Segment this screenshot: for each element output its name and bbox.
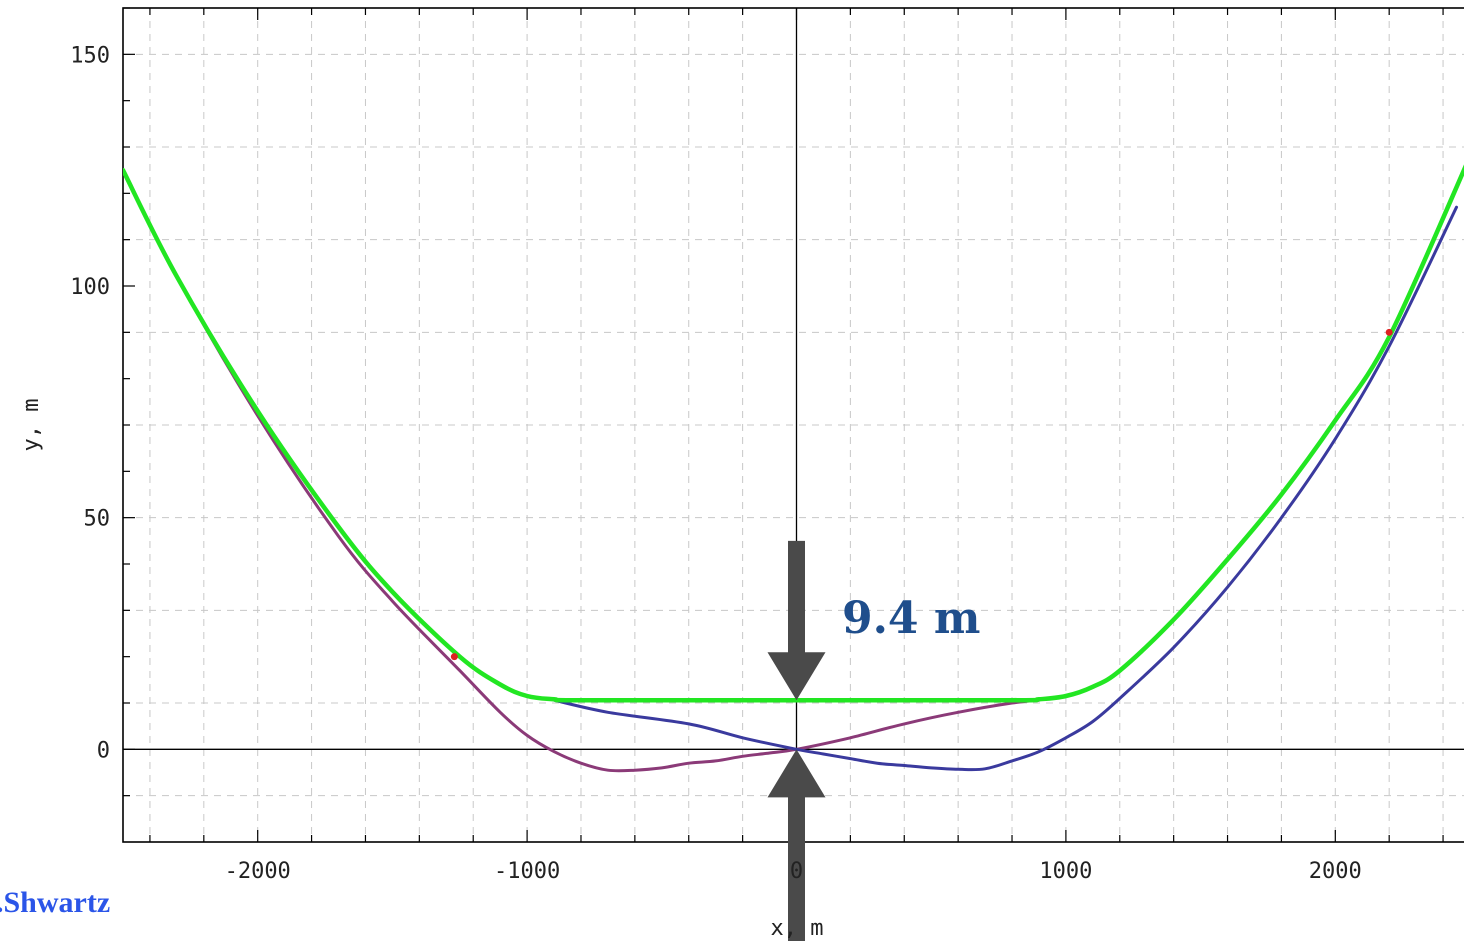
annotation-gap-label: 9.4 m (842, 593, 980, 644)
arrow-up (767, 749, 826, 941)
y-tick-label: 150 (70, 43, 110, 68)
marker-layer (450, 328, 1393, 661)
data-marker-1 (1385, 328, 1393, 336)
x-tick-label: 2000 (1309, 859, 1362, 884)
arrow-down (767, 540, 826, 701)
grid-minor-y (123, 53, 1464, 797)
tick-marks (123, 7, 1444, 842)
x-tick-label: 1000 (1039, 859, 1092, 884)
y-tick-label: 50 (84, 507, 111, 532)
x-tick-label: 0 (790, 859, 803, 884)
y-tick-label: 100 (70, 275, 110, 300)
x-tick-label: -1000 (494, 859, 560, 884)
series-line-2 (123, 164, 1464, 703)
data-marker-0 (450, 653, 458, 661)
x-tick-label: -2000 (225, 859, 291, 884)
series-line-0 (123, 168, 1041, 773)
series-line-1 (552, 205, 1458, 772)
y-tick-label: 0 (97, 738, 110, 763)
x-axis-label: x, m (771, 916, 824, 941)
credit-label: .Shwartz (0, 886, 110, 919)
y-tick-labels: 0 50 100 150 (70, 43, 110, 763)
series-layer (123, 164, 1464, 773)
arrow-layer (767, 540, 826, 941)
x-tick-labels: -2000 -1000 0 1000 2000 (225, 859, 1362, 884)
y-axis-label: y, m (19, 399, 44, 452)
